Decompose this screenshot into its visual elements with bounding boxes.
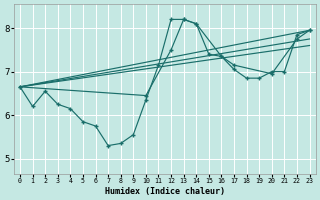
X-axis label: Humidex (Indice chaleur): Humidex (Indice chaleur) [105, 187, 225, 196]
